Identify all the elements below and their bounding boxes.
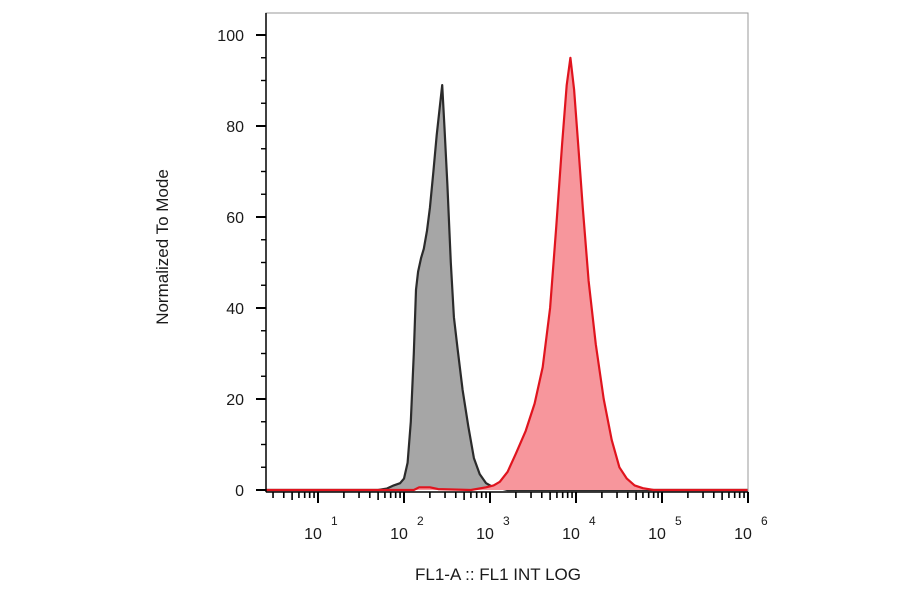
x-tick-label: 10 5 bbox=[648, 514, 682, 543]
x-tick-exponent: 1 bbox=[331, 514, 338, 528]
x-tick-label: 10 1 bbox=[304, 514, 338, 543]
x-tick-exponent: 2 bbox=[417, 514, 424, 528]
x-tick-base: 10 bbox=[476, 526, 494, 543]
x-tick-base: 10 bbox=[648, 526, 666, 543]
axes-layer bbox=[265, 12, 749, 493]
y-tick-label: 80 bbox=[226, 119, 244, 136]
series-0-fill bbox=[266, 85, 748, 490]
series-0-line bbox=[266, 84, 748, 492]
series-1-line bbox=[266, 56, 748, 492]
x-tick-exponent: 6 bbox=[761, 514, 768, 528]
x-tick-label: 10 3 bbox=[476, 514, 510, 543]
x-tick-label: 10 6 bbox=[734, 514, 768, 543]
y-tick-label: 20 bbox=[226, 392, 244, 409]
y-tick-label: 0 bbox=[235, 483, 244, 500]
y-tick-label: 60 bbox=[226, 210, 244, 227]
x-tick-base: 10 bbox=[304, 526, 322, 543]
y-tick-label: 100 bbox=[217, 28, 244, 45]
x-tick-base: 10 bbox=[390, 526, 408, 543]
x-tick-label: 10 4 bbox=[562, 514, 596, 543]
x-tick-exponent: 5 bbox=[675, 514, 682, 528]
x-axis-title: FL1-A :: FL1 INT LOG bbox=[415, 565, 581, 584]
x-tick-label: 10 2 bbox=[390, 514, 424, 543]
y-axis-title: Normalized To Mode bbox=[153, 169, 172, 325]
x-tick-exponent: 4 bbox=[589, 514, 596, 528]
y-tick-label: 40 bbox=[226, 301, 244, 318]
ticks-layer: 0 20 40 60 80 100 10 1 10 2 10 3 10 4 10 5 10 6 bbox=[217, 28, 768, 543]
x-tick-base: 10 bbox=[734, 526, 752, 543]
plot-frame bbox=[265, 12, 749, 493]
x-tick-base: 10 bbox=[562, 526, 580, 543]
series-layer bbox=[266, 56, 748, 492]
series-1-fill bbox=[266, 57, 748, 491]
x-tick-exponent: 3 bbox=[503, 514, 510, 528]
